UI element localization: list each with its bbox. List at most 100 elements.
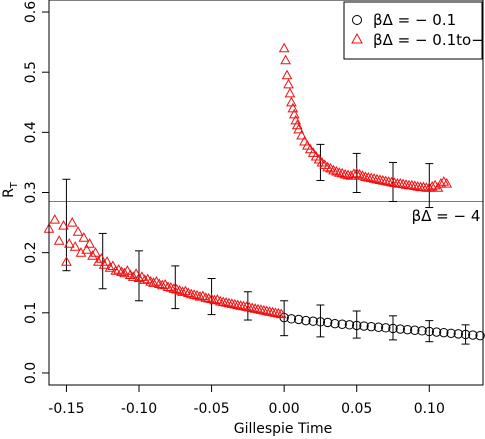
data-point-triangle [165,282,177,292]
data-point-triangle [217,296,229,307]
errorbar [316,304,325,338]
data-point-triangle [272,307,284,318]
x-tick-label: -0.05 [193,401,229,417]
data-point-triangle [438,176,450,186]
data-point-circle [322,317,333,328]
data-point-triangle [365,172,377,183]
data-point-triangle [148,277,159,287]
data-point-triangle [441,177,453,188]
errorbar [425,320,434,343]
data-point-triangle [397,178,409,189]
data-point-triangle [78,232,90,242]
y-tick-label: 0.0 [23,362,39,384]
data-point-triangle [426,180,438,191]
x-tick-label: 0.00 [269,401,300,417]
data-point-triangle [386,176,397,187]
data-point-triangle [98,259,110,269]
legend-triangle-icon [351,32,363,44]
data-point-triangle [235,300,246,310]
data-point-triangle [261,305,273,316]
data-point-circle [366,321,376,332]
y-tick-label: 0.6 [23,1,39,23]
data-point-triangle [238,300,249,311]
data-point-triangle [127,271,139,281]
data-point-triangle [93,256,104,266]
data-point-triangle [194,291,206,301]
data-point-triangle [122,265,133,275]
data-point-triangle [110,265,122,275]
data-point-triangle [63,238,75,248]
errorbar [425,163,434,209]
data-point-circle [381,323,391,333]
data-point-circle [395,324,405,334]
data-point-triangle [246,302,258,313]
legend-label-series-1: βΔ = − 0.1 [373,11,456,29]
y-tick-label: 0.5 [23,61,39,83]
data-point-triangle [291,119,303,130]
data-point-triangle [299,135,310,146]
data-point-triangle [84,238,95,248]
data-point-triangle [188,289,200,299]
data-point-triangle [267,306,278,317]
data-point-triangle [264,306,275,316]
data-point-circle [352,320,362,331]
data-point-triangle [162,281,174,292]
data-point-triangle [280,54,291,65]
data-point-triangle [153,278,165,289]
y-axis-label-main: R [1,188,17,198]
data-point-triangle [278,42,290,53]
data-point-triangle [296,129,307,140]
errorbar [316,143,325,181]
data-point-circle [293,314,304,325]
data-point-triangle [214,295,226,306]
data-point-triangle [206,293,217,304]
data-point-triangle [252,303,264,314]
data-point-triangle [284,87,296,98]
y-axis: 0.0 0.1 0.2 0.3 0.4 0.5 0.6 [23,1,49,384]
data-point-triangle [328,164,339,175]
data-point-triangle [360,171,371,181]
data-point-triangle [383,176,395,186]
data-point-triangle [104,262,116,272]
data-point-triangle [371,173,383,184]
data-point-triangle [124,269,136,280]
data-point-triangle [380,175,392,186]
errorbar [98,232,107,290]
data-point-triangle [95,253,107,263]
legend: βΔ = − 0.1 βΔ = − 0.1to− 4 [343,1,485,60]
y-tick-label: 0.4 [23,121,39,143]
data-point-circle [337,319,347,329]
data-point-triangle [145,276,156,286]
data-point-triangle [174,285,185,295]
data-point-circle [373,322,384,332]
data-point-triangle [270,307,281,317]
data-point-triangle [249,303,261,313]
x-axis-label: Gillespie Time [234,421,333,437]
data-point-triangle [325,162,336,173]
data-point-triangle [400,179,412,189]
errorbar [352,310,361,339]
errorbar-layer [62,143,470,345]
data-point-circle [439,327,449,338]
data-point-circle [286,314,297,324]
data-point-circle [475,330,485,341]
y-tick-label: 0.2 [23,242,39,264]
data-point-circle [460,329,471,340]
data-point-triangle [389,177,400,187]
data-point-triangle [232,299,244,310]
data-point-triangle [171,283,183,294]
data-point-triangle [209,294,220,305]
data-point-triangle [394,177,406,188]
reference-line-label: βΔ = − 4 [412,207,481,225]
errorbar [134,250,143,302]
data-point-triangle [139,274,151,284]
data-point-triangle [69,241,81,251]
data-point-triangle [49,214,61,224]
data-point-triangle [362,171,374,182]
data-point-triangle [220,297,232,307]
data-point-triangle [116,266,127,277]
errorbar [280,300,289,337]
data-point-triangle [331,165,342,176]
errorbar [62,178,71,272]
data-point-triangle [182,287,194,298]
